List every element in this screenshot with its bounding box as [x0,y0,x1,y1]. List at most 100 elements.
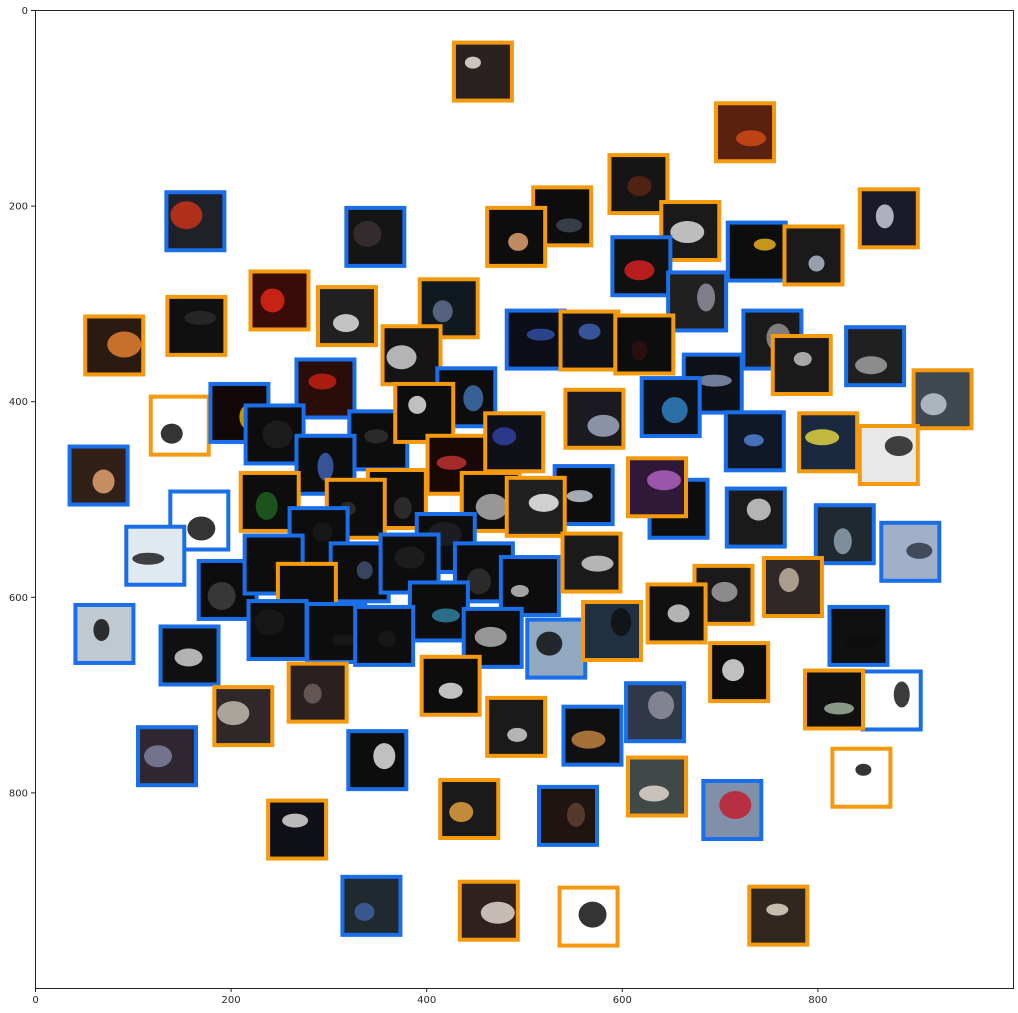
thumbnail-frame-orange [857,423,920,486]
x-tick-label: 0 [32,995,38,1006]
y-tick-label: 400 [9,397,28,408]
image-point [315,285,378,348]
image-point [639,376,702,439]
thumbnail-frame-blue [860,669,923,732]
image-point [158,624,221,687]
thumbnail-content [805,429,840,446]
thumbnail-content [611,608,632,637]
image-point [419,654,482,717]
image-point [525,617,588,680]
thumbnail-content [174,648,203,667]
thumbnail-content [170,201,203,230]
thumbnail-content [697,283,716,312]
image-point [485,695,548,758]
image-points [67,40,974,948]
y-tick-label: 600 [9,593,28,604]
image-point [830,746,893,809]
thumbnail-content [536,631,563,656]
thumbnail-content [254,609,285,636]
image-point [827,604,890,667]
image-point [724,486,787,549]
thumbnail-content [356,561,373,580]
thumbnail-content [824,702,855,715]
thumbnail-content [353,220,382,247]
image-point [761,556,824,619]
thumbnail-content [373,743,396,770]
thumbnail-content [766,903,789,916]
thumbnail-content [833,528,852,555]
thumbnail-content [160,423,183,444]
thumbnail-content [438,682,463,699]
thumbnail-content [394,546,425,569]
thumbnail-content [571,730,606,749]
image-point [557,885,620,948]
thumbnail-content [364,429,389,444]
thumbnail-content [855,763,872,776]
image-point [879,520,942,583]
thumbnail-frame-blue [344,205,407,268]
thumbnail-content [107,331,142,358]
thumbnail-content [855,356,888,375]
thumbnail-content [753,238,776,251]
image-point [560,531,623,594]
image-point [563,387,626,450]
thumbnail-content [648,691,675,720]
thumbnail-content [492,427,517,446]
image-point [168,489,231,552]
thumbnail-content [184,310,217,325]
thumbnail-content [378,630,397,647]
y-tick-label: 800 [9,788,28,799]
thumbnail-frame-orange [830,746,893,809]
thumbnail-content [578,323,601,340]
image-point [813,503,876,566]
thumbnail-frame-orange [714,101,777,164]
image-point [340,874,403,937]
image-point [165,294,228,357]
image-point [353,604,416,667]
thumbnail-content [207,581,236,610]
image-point [457,879,520,942]
image-point [246,599,309,662]
thumbnail-content [875,204,894,229]
image-point [451,40,514,103]
thumbnail-content [187,516,216,541]
thumbnail-content [432,300,453,323]
image-point [701,779,764,842]
thumbnail-content [736,130,767,147]
y-tick-label: 200 [9,202,28,213]
image-point [67,444,130,507]
image-point [294,357,357,420]
thumbnail-content [393,497,412,519]
thumbnail-content [475,493,508,520]
image-point [380,324,443,387]
thumbnail-content [743,434,764,447]
x-tick-label: 200 [222,995,241,1006]
thumbnail-content [893,681,910,708]
image-point [797,411,860,474]
thumbnail-frame-orange [581,600,644,663]
image-point [613,313,676,376]
thumbnail-frame-orange [451,40,514,103]
image-point [438,778,501,841]
thumbnail-frame-orange [483,411,546,474]
thumbnail-content [808,255,825,272]
thumbnail-content [510,585,529,598]
x-tick-label: 600 [613,995,632,1006]
thumbnail-frame-blue [294,357,357,420]
thumbnail-content [624,260,655,281]
thumbnail-content [464,56,481,69]
thumbnail-content [631,340,648,361]
thumbnail-frame-orange [645,582,708,645]
image-point [243,403,306,466]
thumbnail-content [526,328,555,341]
thumbnail-content [466,568,491,595]
thumbnail-content [436,455,467,470]
image-point [504,475,567,538]
thumbnail-content [746,498,771,521]
thumbnail-content [667,604,690,623]
thumbnail-frame-orange [558,309,621,372]
image-point [407,580,470,643]
thumbnail-content [884,435,913,456]
thumbnail-frame-blue [666,270,729,333]
thumbnail-content [386,345,417,370]
